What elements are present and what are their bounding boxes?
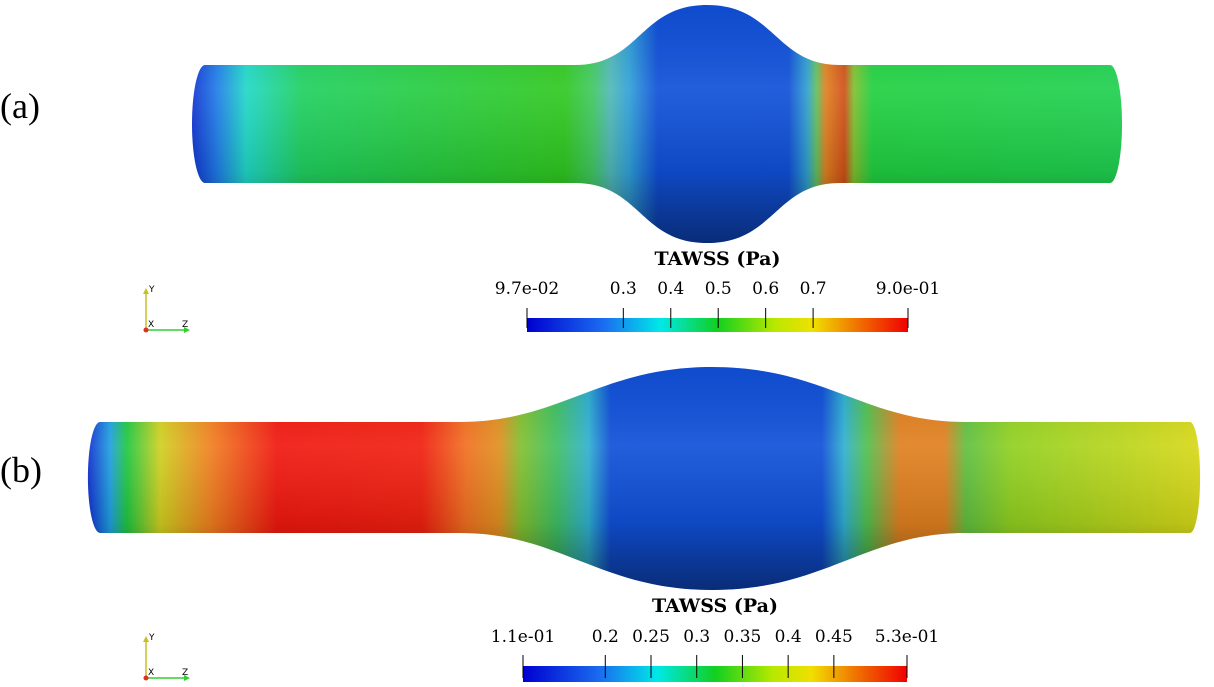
vessel-b — [87, 367, 1201, 590]
panel-label: (a) — [0, 86, 40, 126]
colorbar-tick-label: 0.5 — [705, 279, 732, 299]
colorbar-tick-label: 0.4 — [657, 279, 684, 299]
axis-y-label: Y — [148, 285, 155, 295]
colorbar-tick-label: 0.25 — [632, 627, 670, 647]
colorbar-title: TAWSS (Pa) — [652, 595, 778, 617]
colorbar — [523, 666, 907, 682]
axis-x-label: X — [148, 668, 154, 678]
axis-z-label: Z — [182, 320, 188, 330]
axis-x-dot — [143, 675, 149, 681]
colorbar-tick-label: 9.0e-01 — [876, 279, 940, 299]
colorbar-tick-label: 0.2 — [592, 627, 619, 647]
colorbar-tick-label: 0.7 — [800, 279, 827, 299]
colorbar-tick-label: 0.4 — [775, 627, 802, 647]
axis-z-label: Z — [182, 668, 188, 678]
axis-z-head — [184, 675, 190, 681]
colorbar — [527, 318, 908, 332]
colorbar-tick-label: 1.1e-01 — [491, 627, 555, 647]
colorbar-tick-label: 0.3 — [610, 279, 637, 299]
axis-y-label: Y — [148, 633, 155, 643]
axis-x-label: X — [148, 320, 154, 330]
axis-x-dot — [143, 327, 149, 333]
axis-y-head — [143, 288, 149, 294]
colorbar-tick-label: 0.6 — [752, 279, 779, 299]
panel-label: (b) — [0, 450, 42, 490]
colorbar-tick-label: 9.7e-02 — [495, 279, 559, 299]
axis-y-head — [143, 636, 149, 642]
colorbar-title: TAWSS (Pa) — [655, 248, 781, 270]
vessel-a — [192, 5, 1122, 243]
axis-z-head — [184, 327, 190, 333]
colorbar-tick-label: 0.3 — [683, 627, 710, 647]
colorbar-tick-label: 5.3e-01 — [875, 627, 939, 647]
colorbar-tick-label: 0.45 — [815, 627, 853, 647]
colorbar-tick-label: 0.35 — [723, 627, 761, 647]
